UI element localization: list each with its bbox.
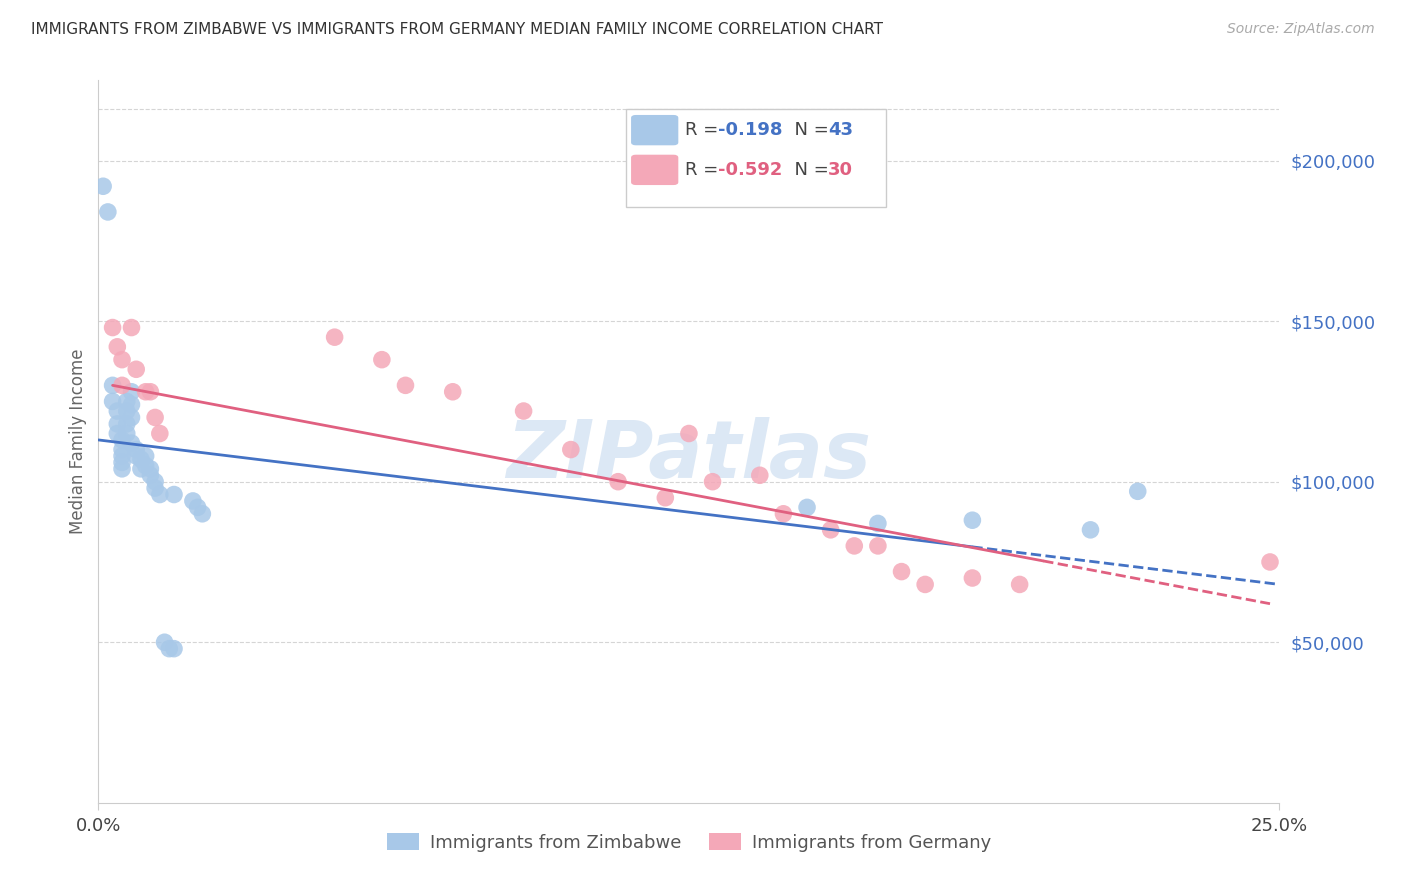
Point	[135, 384, 157, 399]
Point	[187, 500, 209, 515]
Point	[111, 462, 134, 476]
Point	[844, 539, 866, 553]
Text: 43: 43	[828, 121, 853, 139]
Point	[1008, 577, 1031, 591]
Point	[157, 641, 180, 656]
Point	[1126, 484, 1149, 499]
Text: N =: N =	[783, 121, 835, 139]
Point	[101, 378, 124, 392]
Point	[654, 491, 676, 505]
Point	[105, 417, 128, 431]
Legend: Immigrants from Zimbabwe, Immigrants from Germany: Immigrants from Zimbabwe, Immigrants fro…	[380, 826, 998, 859]
Point	[111, 449, 134, 463]
Point	[678, 426, 700, 441]
Point	[153, 635, 176, 649]
Point	[323, 330, 346, 344]
Point	[115, 394, 138, 409]
Point	[101, 394, 124, 409]
Point	[702, 475, 724, 489]
Text: IMMIGRANTS FROM ZIMBABWE VS IMMIGRANTS FROM GERMANY MEDIAN FAMILY INCOME CORRELA: IMMIGRANTS FROM ZIMBABWE VS IMMIGRANTS F…	[31, 22, 883, 37]
Point	[1080, 523, 1102, 537]
FancyBboxPatch shape	[626, 109, 886, 207]
Point	[121, 398, 143, 412]
Point	[135, 449, 157, 463]
Point	[163, 641, 186, 656]
Point	[111, 352, 134, 367]
Text: R =: R =	[685, 161, 724, 179]
Point	[125, 449, 148, 463]
Text: Source: ZipAtlas.com: Source: ZipAtlas.com	[1227, 22, 1375, 37]
Point	[607, 475, 630, 489]
Point	[143, 410, 166, 425]
Point	[91, 179, 114, 194]
Point	[371, 352, 394, 367]
Point	[115, 404, 138, 418]
Point	[181, 494, 204, 508]
Y-axis label: Median Family Income: Median Family Income	[69, 349, 87, 534]
Point	[115, 417, 138, 431]
Point	[125, 362, 148, 376]
Point	[139, 462, 162, 476]
FancyBboxPatch shape	[631, 154, 678, 185]
Point	[394, 378, 416, 392]
Text: 30: 30	[828, 161, 853, 179]
Point	[129, 452, 152, 467]
Text: R =: R =	[685, 121, 724, 139]
Point	[512, 404, 534, 418]
Point	[129, 462, 152, 476]
Point	[105, 340, 128, 354]
Point	[111, 442, 134, 457]
Point	[149, 487, 172, 501]
Point	[111, 378, 134, 392]
Point	[149, 426, 172, 441]
Point	[111, 433, 134, 447]
Point	[962, 571, 984, 585]
Point	[772, 507, 794, 521]
Text: N =: N =	[783, 161, 835, 179]
Point	[115, 426, 138, 441]
Point	[163, 487, 186, 501]
Point	[820, 523, 842, 537]
Point	[97, 205, 120, 219]
Point	[121, 436, 143, 450]
Point	[139, 384, 162, 399]
Point	[866, 516, 889, 531]
Point	[441, 384, 464, 399]
Point	[560, 442, 582, 457]
Point	[1258, 555, 1281, 569]
Point	[143, 481, 166, 495]
Point	[914, 577, 936, 591]
Point	[135, 458, 157, 473]
Point	[111, 455, 134, 469]
FancyBboxPatch shape	[631, 115, 678, 145]
Point	[101, 320, 124, 334]
Point	[121, 410, 143, 425]
Point	[125, 442, 148, 457]
Point	[121, 320, 143, 334]
Point	[139, 468, 162, 483]
Point	[105, 426, 128, 441]
Point	[796, 500, 818, 515]
Point	[121, 384, 143, 399]
Point	[866, 539, 889, 553]
Point	[105, 404, 128, 418]
Point	[890, 565, 912, 579]
Text: -0.198: -0.198	[718, 121, 783, 139]
Text: -0.592: -0.592	[718, 161, 783, 179]
Point	[962, 513, 984, 527]
Text: ZIPatlas: ZIPatlas	[506, 417, 872, 495]
Point	[191, 507, 214, 521]
Point	[143, 475, 166, 489]
Point	[748, 468, 770, 483]
